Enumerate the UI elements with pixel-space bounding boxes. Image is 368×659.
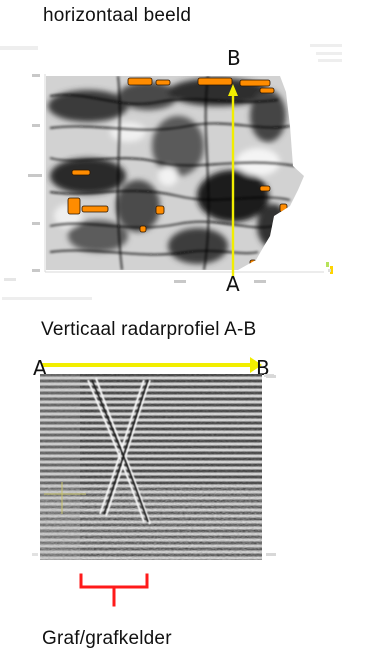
- vertical-radargram-image: [40, 374, 274, 560]
- metadata-text-faint: [318, 59, 342, 62]
- point-label-b-top: B: [227, 46, 241, 70]
- metadata-text-faint: [4, 278, 16, 281]
- axis-tick-faint: [266, 553, 276, 556]
- metadata-text-faint: [0, 46, 38, 50]
- axis-tick-faint: [32, 553, 38, 556]
- vertical-profile-title: Verticaal radarprofiel A-B: [41, 319, 257, 340]
- metadata-text-faint: [2, 297, 92, 300]
- point-label-a-top: A: [226, 272, 240, 296]
- axis-tick-faint: [266, 375, 276, 378]
- grave-caption: Graf/grafkelder: [42, 628, 172, 649]
- metadata-text-faint: [310, 44, 342, 47]
- metadata-text-faint: [316, 52, 342, 55]
- horizontal-image-title: horizontaal beeld: [43, 5, 192, 26]
